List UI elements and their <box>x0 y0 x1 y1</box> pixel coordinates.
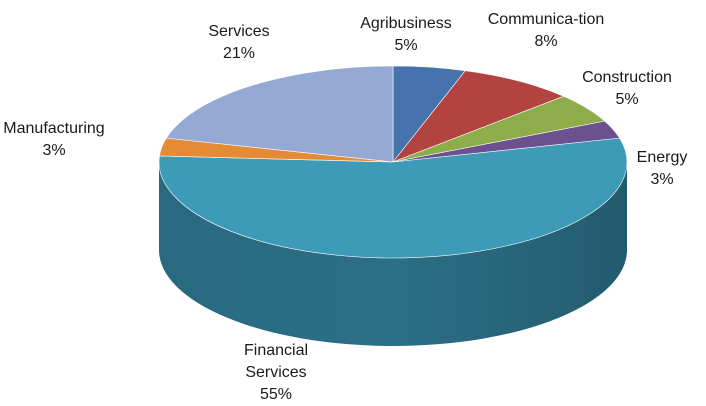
pie-side-shading <box>159 162 627 346</box>
pie-label-name: Construction <box>582 69 672 86</box>
pie-label-name: Services <box>208 23 269 40</box>
pie-label-manufacturing: Manufacturing 3% <box>3 120 104 159</box>
pie-sides <box>159 162 627 346</box>
pie-slices <box>158 65 628 259</box>
pie-label-name: Services <box>245 364 306 381</box>
pie-label-value: 21% <box>223 45 255 62</box>
pie-label-value: 55% <box>260 386 292 403</box>
pie-label-communica-tion: Communica-tion 8% <box>488 11 604 50</box>
pie-labels: Agribusiness 5% Communica-tion 8% Constructi… <box>3 11 687 403</box>
pie-slice-services <box>166 65 394 163</box>
pie-label-services: Services 21% <box>208 23 269 62</box>
pie-label-name: Agribusiness <box>360 15 452 32</box>
pie-slice-financial-services <box>158 137 628 259</box>
pie-label-financial-services: Financial Services 55% <box>244 342 308 403</box>
pie-label-construction: Construction 5% <box>582 69 672 108</box>
pie-slice-communica-tion <box>392 70 564 163</box>
pie-label-agribusiness: Agribusiness 5% <box>360 15 452 54</box>
pie-label-value: 5% <box>394 37 417 54</box>
pie-label-value: 5% <box>615 91 638 108</box>
pie-label-name: Communica-tion <box>488 11 604 28</box>
pie-label-energy: Energy 3% <box>637 149 688 188</box>
pie-label-value: 8% <box>534 33 557 50</box>
pie-label-name: Manufacturing <box>3 120 104 137</box>
pie-label-name: Energy <box>637 149 688 166</box>
pie-label-value: 3% <box>650 171 673 188</box>
pie-label-value: 3% <box>42 142 65 159</box>
pie-label-name: Financial <box>244 342 308 359</box>
